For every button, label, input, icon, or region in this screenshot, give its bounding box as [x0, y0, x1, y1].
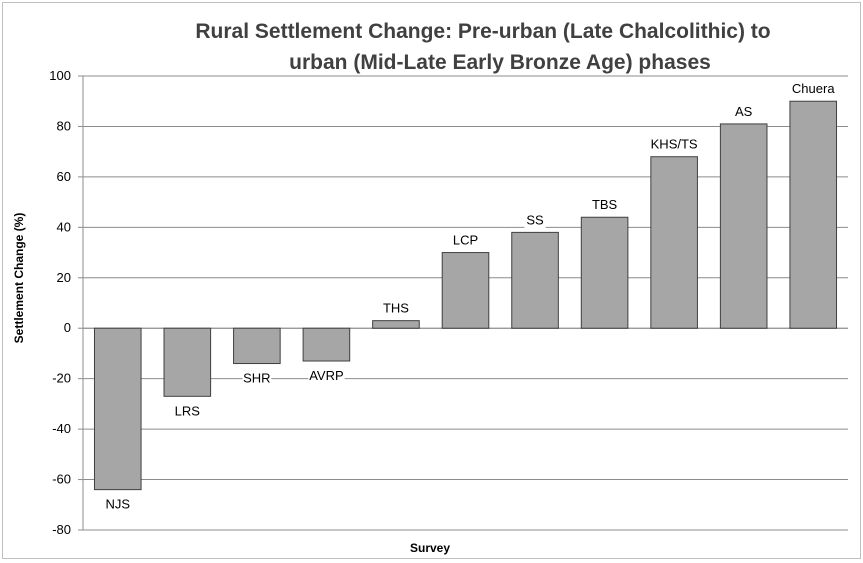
- y-tick-label: -60: [52, 472, 71, 487]
- bar-label-background: [172, 402, 202, 420]
- bar-label: Chuera: [792, 81, 835, 96]
- bar-avrp: [302, 327, 351, 362]
- bar-label: THS: [383, 301, 409, 316]
- bar-ss: [511, 231, 559, 329]
- bar-njs: [93, 327, 142, 491]
- bar-label-background: [451, 231, 480, 249]
- chart-title-line-2: urban (Mid-Late Early Bronze Age) phases: [289, 51, 711, 74]
- bar-label-background: [590, 196, 619, 214]
- bar-as: [719, 123, 768, 329]
- bar-label-background: [103, 495, 133, 513]
- bar-label: LRS: [175, 403, 201, 418]
- y-tick-label: -80: [52, 522, 71, 537]
- bar-khs-ts: [650, 156, 698, 329]
- bar-label-background: [524, 211, 546, 229]
- y-tick-label: 100: [49, 68, 71, 83]
- y-tick-labels: 100 80 60 40 20 0 -20 -40 -60 -80: [49, 68, 71, 537]
- bar-label: SS: [526, 212, 544, 227]
- y-tick-label: 0: [64, 320, 71, 335]
- bar-label: AVRP: [309, 368, 343, 383]
- bar-tbs: [580, 216, 629, 329]
- bar-label: KHS/TS: [651, 137, 698, 152]
- y-tick-label: 40: [57, 219, 71, 234]
- chart-title-line-1: Rural Settlement Change: Pre-urban (Late…: [195, 20, 770, 43]
- bar-label-background: [242, 369, 272, 387]
- bar-label: LCP: [453, 233, 478, 248]
- y-tick-label: 80: [57, 118, 71, 133]
- bar-labels: NJS LRS SHR AVRP THS LCP SS TBS KHS/TS AS Chuera: [103, 80, 840, 513]
- bar-label: SHR: [243, 371, 270, 386]
- y-tick-label: -40: [52, 421, 71, 436]
- bar-label-background: [381, 299, 411, 317]
- bar-label-background: [308, 367, 345, 385]
- bar-chuera: [789, 100, 838, 329]
- bar-label-background: [787, 80, 840, 98]
- bar-shr: [233, 327, 281, 365]
- bar-chart: Rural Settlement Change: Pre-urban (Late…: [12, 20, 848, 555]
- y-axis-label: Settlement Change (%): [12, 213, 26, 344]
- bar-lrs: [163, 327, 212, 397]
- x-axis-label: Survey: [410, 541, 450, 555]
- bar-ths: [372, 320, 420, 329]
- y-tick-label: 20: [57, 270, 71, 285]
- y-tick-label: -20: [52, 371, 71, 386]
- bar-label: NJS: [105, 497, 130, 512]
- bar-label-background: [733, 102, 755, 120]
- bar-label: TBS: [592, 197, 618, 212]
- bar-lcp: [441, 252, 490, 329]
- bar-label-background: [648, 135, 700, 153]
- bars: [93, 100, 838, 491]
- y-tick-label: 60: [57, 169, 71, 184]
- bar-label: AS: [735, 104, 753, 119]
